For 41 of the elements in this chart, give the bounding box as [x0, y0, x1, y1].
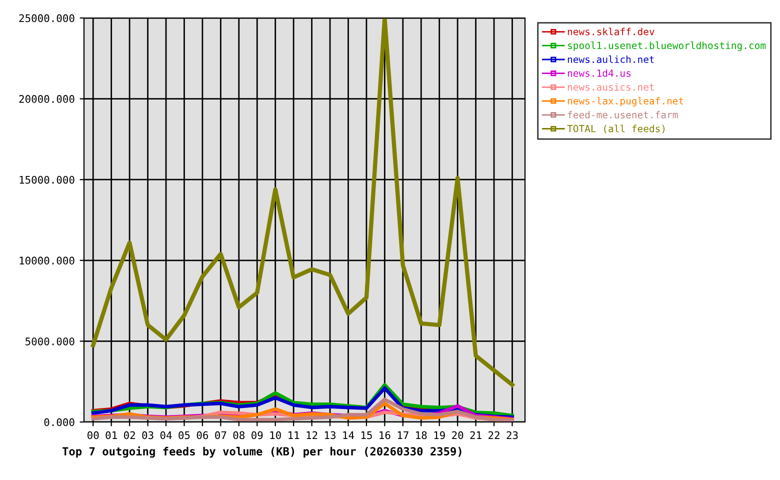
x-tick-label: 14 [343, 431, 354, 439]
x-tick-label: 23 [506, 431, 518, 440]
x-tick-label: 03 [142, 431, 154, 440]
legend-label: news.aulich.net [568, 55, 654, 64]
x-tick-label: 04 [160, 431, 172, 440]
y-tick-label: 25000.000 [19, 14, 74, 22]
legend-label: feed-me.usenet.farm [568, 110, 678, 118]
x-tick-label: 06 [196, 431, 208, 440]
legend-label: news.sklaff.dev [568, 28, 654, 36]
legend-label: spool1.usenet.blueworldhosting.com [568, 42, 766, 52]
legend-label: news.1d4.us [568, 69, 630, 77]
x-tick-label: 08 [233, 431, 244, 440]
x-tick-label: 22 [488, 431, 500, 439]
line-series [91, 398, 514, 422]
x-tick-label: 15 [361, 431, 372, 440]
x-tick-label: 01 [106, 431, 117, 440]
x-tick-label: 02 [124, 431, 135, 440]
x-tick-label: 00 [88, 431, 99, 440]
y-tick-label: 10000.000 [20, 256, 74, 265]
text: Top 7 outgoing feeds by volume (KB) per hour (20260330 2359) [62, 446, 462, 458]
x-tick-label: 20 [452, 431, 464, 440]
y-tick-label: 5000.000 [26, 337, 74, 346]
x-tick-label: 19 [434, 431, 445, 440]
y-tick-label: 15000.000 [20, 176, 74, 184]
x-tick-label: 13 [324, 431, 336, 440]
x-tick-label: 17 [398, 431, 408, 439]
x-tick-label: 10 [270, 431, 281, 440]
legend-label: news.ausics.net [568, 83, 654, 91]
x-tick-label: 12 [306, 431, 318, 439]
x-tick-label: 16 [380, 431, 390, 440]
y-tick-label: 20000.000 [19, 95, 74, 103]
x-tick-label: 11 [288, 431, 300, 439]
y-tick-label: 0.000 [44, 418, 74, 426]
x-tick-label: 05 [178, 431, 190, 440]
x-tick-label: 18 [416, 431, 427, 440]
legend-label: news-lax.pugleaf.net [568, 96, 684, 106]
x-tick-label: 09 [252, 431, 263, 440]
x-tick-label: 07 [215, 431, 226, 440]
x-tick-label: 21 [470, 431, 482, 439]
legend-label: TOTAL (all feeds) [567, 124, 665, 134]
line-series [91, 18, 514, 387]
